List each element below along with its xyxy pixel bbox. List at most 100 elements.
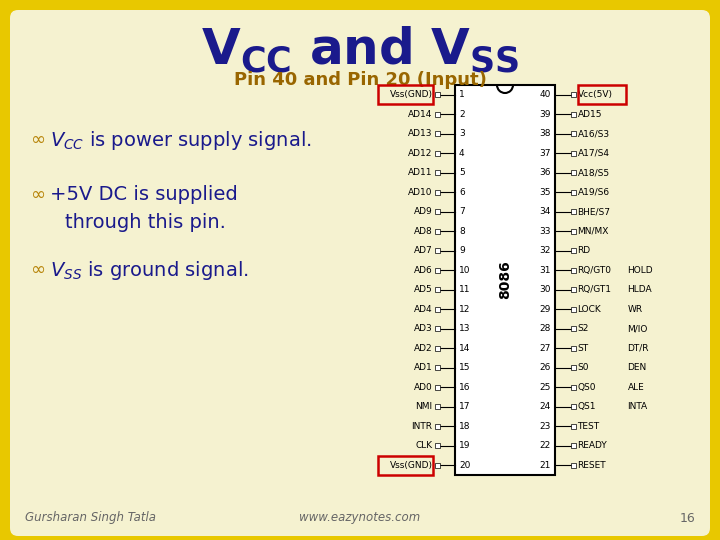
Bar [570, 307, 575, 312]
Bar [434, 365, 439, 370]
Bar [570, 424, 575, 429]
Text: 38: 38 [539, 129, 551, 138]
Bar [434, 131, 439, 136]
Text: 36: 36 [539, 168, 551, 177]
Text: AD14: AD14 [408, 110, 433, 119]
Bar [570, 384, 575, 390]
Text: LOCK: LOCK [577, 305, 601, 314]
Text: Pin 40 and Pin 20 (Input): Pin 40 and Pin 20 (Input) [233, 71, 487, 89]
Text: NMI: NMI [415, 402, 433, 411]
Bar [570, 248, 575, 253]
Text: $V_{CC}$ is power supply signal.: $V_{CC}$ is power supply signal. [50, 129, 312, 152]
Bar [570, 365, 575, 370]
Text: RD: RD [577, 246, 590, 255]
Text: AD0: AD0 [414, 383, 433, 391]
Text: S2: S2 [577, 324, 589, 333]
Text: AD15: AD15 [577, 110, 602, 119]
Text: HLDA: HLDA [628, 285, 652, 294]
Text: WR: WR [628, 305, 643, 314]
Bar [577, 85, 626, 104]
Text: 39: 39 [539, 110, 551, 119]
Text: Gursharan Singh Tatla: Gursharan Singh Tatla [25, 511, 156, 524]
Bar [570, 326, 575, 331]
Bar [434, 209, 439, 214]
Text: 21: 21 [539, 461, 551, 470]
Text: DEN: DEN [628, 363, 647, 372]
Text: CLK: CLK [415, 441, 433, 450]
Text: 8: 8 [459, 227, 464, 236]
Bar [377, 456, 433, 475]
Text: ∞: ∞ [30, 131, 45, 149]
Text: 31: 31 [539, 266, 551, 275]
Text: DT/R: DT/R [628, 344, 649, 353]
Text: AD7: AD7 [414, 246, 433, 255]
Text: 32: 32 [539, 246, 551, 255]
Bar [434, 248, 439, 253]
Text: AD4: AD4 [414, 305, 433, 314]
Text: 8086: 8086 [498, 261, 512, 299]
Text: 2: 2 [459, 110, 464, 119]
Bar [570, 443, 575, 448]
Text: HOLD: HOLD [628, 266, 653, 275]
Text: AD10: AD10 [408, 188, 433, 197]
Text: through this pin.: through this pin. [65, 213, 226, 233]
Bar [434, 151, 439, 156]
Bar [434, 268, 439, 273]
Text: 40: 40 [539, 90, 551, 99]
Text: 15: 15 [459, 363, 470, 372]
Bar [434, 424, 439, 429]
Bar [434, 112, 439, 117]
Text: 9: 9 [459, 246, 464, 255]
Text: AD2: AD2 [414, 344, 433, 353]
Bar [570, 209, 575, 214]
Text: BHE/S7: BHE/S7 [577, 207, 611, 216]
Bar [434, 326, 439, 331]
Text: 29: 29 [539, 305, 551, 314]
Text: 16: 16 [679, 511, 695, 524]
Text: TEST: TEST [577, 422, 600, 431]
Text: 20: 20 [459, 461, 470, 470]
Text: ST: ST [577, 344, 589, 353]
Bar [570, 170, 575, 176]
Text: 33: 33 [539, 227, 551, 236]
Text: AD12: AD12 [408, 148, 433, 158]
Text: RESET: RESET [577, 461, 606, 470]
Text: ∞: ∞ [30, 186, 45, 204]
Text: AD1: AD1 [414, 363, 433, 372]
Text: 4: 4 [459, 148, 464, 158]
Text: 34: 34 [539, 207, 551, 216]
Bar [434, 170, 439, 176]
Text: A19/S6: A19/S6 [577, 188, 610, 197]
Text: RQ/GT0: RQ/GT0 [577, 266, 611, 275]
Text: S0: S0 [577, 363, 589, 372]
Text: 26: 26 [539, 363, 551, 372]
Bar [570, 229, 575, 234]
Bar [434, 307, 439, 312]
Text: 28: 28 [539, 324, 551, 333]
Text: 27: 27 [539, 344, 551, 353]
Text: 17: 17 [459, 402, 470, 411]
Text: 30: 30 [539, 285, 551, 294]
Text: $\mathbf{V_{CC}}$$\mathbf{\ and\ V_{SS}}$: $\mathbf{V_{CC}}$$\mathbf{\ and\ V_{SS}}… [201, 25, 519, 75]
Bar [570, 404, 575, 409]
Text: www.eazynotes.com: www.eazynotes.com [300, 511, 420, 524]
Bar [570, 268, 575, 273]
Text: AD9: AD9 [414, 207, 433, 216]
Bar [570, 92, 575, 97]
Bar [570, 131, 575, 136]
Text: 24: 24 [540, 402, 551, 411]
Text: AD6: AD6 [414, 266, 433, 275]
Bar [434, 463, 439, 468]
Text: 14: 14 [459, 344, 470, 353]
Bar [570, 287, 575, 292]
Text: $V_{SS}$ is ground signal.: $V_{SS}$ is ground signal. [50, 259, 248, 281]
Text: A17/S4: A17/S4 [577, 148, 610, 158]
Text: A18/S5: A18/S5 [577, 168, 610, 177]
Text: 25: 25 [539, 383, 551, 391]
Text: QS0: QS0 [577, 383, 596, 391]
Bar [434, 404, 439, 409]
Bar [434, 384, 439, 390]
FancyBboxPatch shape [10, 10, 710, 536]
Bar [434, 190, 439, 195]
Text: AD5: AD5 [414, 285, 433, 294]
